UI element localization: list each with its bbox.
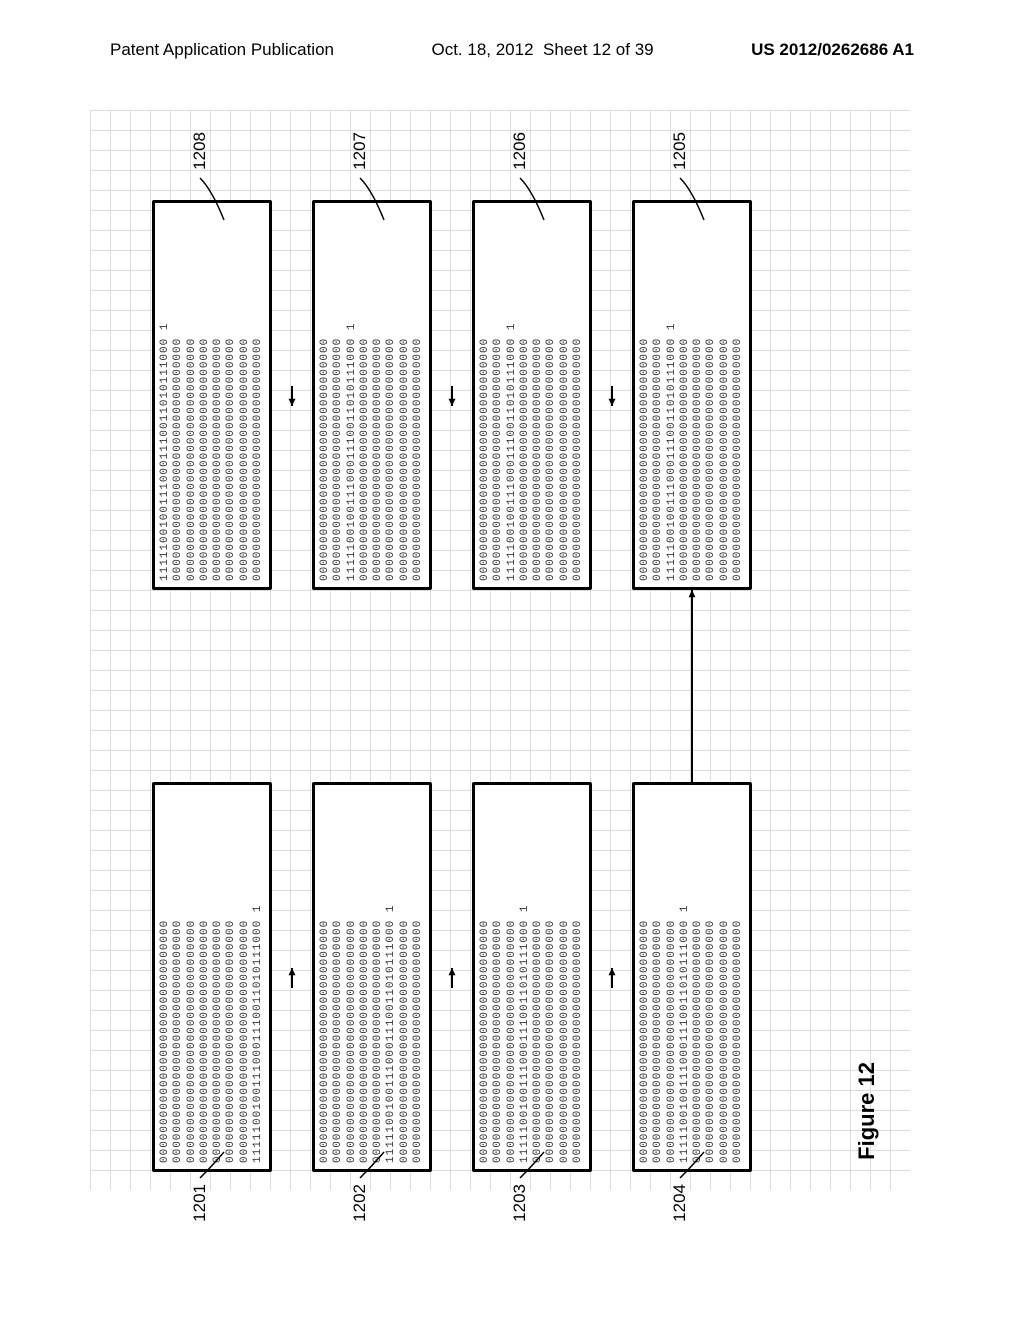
ref-label-1203: 1203 (510, 1184, 530, 1222)
publication-type: Patent Application Publication (110, 40, 334, 60)
bit-line: 00000000000000000000000000000000 (693, 791, 704, 1163)
bit-line: 11111001001110001110011010111000 1 (667, 209, 678, 581)
bit-line: 00000000000000000000000000000000 (400, 791, 411, 1163)
bit-line: 00000000000000000000000000000000 (333, 209, 344, 581)
page-header: Patent Application Publication Oct. 18, … (0, 40, 1024, 60)
bit-line: 00000000000000000000000000000000 (520, 209, 531, 581)
bit-line: 00000000000000000000000000000000 (226, 791, 237, 1163)
bit-line: 00000000000000000000000000000000 (200, 209, 211, 581)
data-box-1201: 0000000000000000000000000000000000000000… (152, 782, 272, 1172)
bit-line: 00000000000000000000000000000000 (533, 791, 544, 1163)
bit-line: 00000000000000000000000000000000 (173, 209, 184, 581)
bit-line: 00000000000000000000000000000000 (480, 209, 491, 581)
bit-line: 00000000000000000000000000000000 (706, 209, 717, 581)
bit-line: 00000000000000000000000000000000 (560, 209, 571, 581)
figure-label: Figure 12 (854, 1062, 880, 1160)
bit-line: 00000000000000000000000000000000 (640, 791, 651, 1163)
ref-label-1204: 1204 (670, 1184, 690, 1222)
data-box-1203: 0000000000000000000000000000000000000000… (472, 782, 592, 1172)
figure-area: 0000000000000000000000000000000000000000… (90, 110, 910, 1190)
bit-line: 00000000000000000000000000000000 (533, 209, 544, 581)
bit-line: 00000000000000000000000000000000 (693, 209, 704, 581)
bit-line: 00000000000000000000000000000000 (213, 791, 224, 1163)
bit-line: 00000000000000000000000000000000 (240, 209, 251, 581)
bit-line: 00000000000000000000000000000000 (480, 791, 491, 1163)
bit-line: 00000000000000000000000000000000 (653, 791, 664, 1163)
bit-line: 00000000000000000000000000000000 (373, 209, 384, 581)
diagram: 0000000000000000000000000000000000000000… (90, 110, 910, 1190)
bit-line: 00000000000000000000000000000000 (360, 209, 371, 581)
bit-line: 11111001001110001110011010111000 1 (507, 209, 518, 581)
ref-label-1205: 1205 (670, 132, 690, 170)
data-box-1205: 0000000000000000000000000000000000000000… (632, 200, 752, 590)
bit-line: 00000000000000000000000000000000 (706, 791, 717, 1163)
ref-label-1207: 1207 (350, 132, 370, 170)
bit-line: 00000000000000000000000000000000 (733, 791, 744, 1163)
bit-line: 00000000000000000000000000000000 (733, 209, 744, 581)
bit-line: 00000000000000000000000000000000 (386, 209, 397, 581)
bit-line: 00000000000000000000000000000000 (720, 791, 731, 1163)
bit-line: 00000000000000000000000000000000 (333, 791, 344, 1163)
data-box-1208: 11111001001110001110011010111000 1000000… (152, 200, 272, 590)
bit-line: 00000000000000000000000000000000 (573, 209, 584, 581)
bit-line: 00000000000000000000000000000000 (320, 791, 331, 1163)
bit-line: 00000000000000000000000000000000 (680, 209, 691, 581)
bit-line: 00000000000000000000000000000000 (493, 791, 504, 1163)
bit-line: 00000000000000000000000000000000 (347, 791, 358, 1163)
bit-line: 00000000000000000000000000000000 (507, 791, 518, 1163)
bit-line: 11111001001110001110011010111000 1 (386, 791, 397, 1163)
data-box-1202: 0000000000000000000000000000000000000000… (312, 782, 432, 1172)
bit-line: 00000000000000000000000000000000 (546, 209, 557, 581)
bit-line: 00000000000000000000000000000000 (560, 791, 571, 1163)
bit-line: 11111001001110001110011010111000 1 (347, 209, 358, 581)
data-box-1206: 0000000000000000000000000000000000000000… (472, 200, 592, 590)
bit-line: 00000000000000000000000000000000 (360, 791, 371, 1163)
header-date-sheet: Oct. 18, 2012 Sheet 12 of 39 (431, 40, 653, 60)
data-box-1207: 0000000000000000000000000000000000000000… (312, 200, 432, 590)
bit-line: 00000000000000000000000000000000 (413, 209, 424, 581)
bit-line: 00000000000000000000000000000000 (187, 209, 198, 581)
bit-line: 00000000000000000000000000000000 (400, 209, 411, 581)
ref-label-1202: 1202 (350, 1184, 370, 1222)
bit-line: 11111001001110001110011010111000 1 (520, 791, 531, 1163)
bit-line: 00000000000000000000000000000000 (187, 791, 198, 1163)
bit-line: 00000000000000000000000000000000 (320, 209, 331, 581)
bit-line: 00000000000000000000000000000000 (653, 209, 664, 581)
bit-line: 00000000000000000000000000000000 (226, 209, 237, 581)
bit-line: 00000000000000000000000000000000 (253, 209, 264, 581)
bit-line: 00000000000000000000000000000000 (240, 791, 251, 1163)
bit-line: 00000000000000000000000000000000 (160, 791, 171, 1163)
bit-line: 00000000000000000000000000000000 (546, 791, 557, 1163)
bit-line: 00000000000000000000000000000000 (373, 791, 384, 1163)
data-box-1204: 0000000000000000000000000000000000000000… (632, 782, 752, 1172)
bit-line: 00000000000000000000000000000000 (573, 791, 584, 1163)
ref-label-1206: 1206 (510, 132, 530, 170)
bit-line: 00000000000000000000000000000000 (213, 209, 224, 581)
bit-line: 00000000000000000000000000000000 (173, 791, 184, 1163)
publication-number: US 2012/0262686 A1 (751, 40, 914, 60)
bit-line: 11111001001110001110011010111000 1 (253, 791, 264, 1163)
bit-line: 00000000000000000000000000000000 (200, 791, 211, 1163)
bit-line: 00000000000000000000000000000000 (640, 209, 651, 581)
ref-label-1201: 1201 (190, 1184, 210, 1222)
bit-line: 00000000000000000000000000000000 (413, 791, 424, 1163)
bit-line: 00000000000000000000000000000000 (667, 791, 678, 1163)
bit-line: 00000000000000000000000000000000 (493, 209, 504, 581)
bit-line: 11111001001110001110011010111000 1 (680, 791, 691, 1163)
bit-line: 00000000000000000000000000000000 (720, 209, 731, 581)
bit-line: 11111001001110001110011010111000 1 (160, 209, 171, 581)
ref-label-1208: 1208 (190, 132, 210, 170)
